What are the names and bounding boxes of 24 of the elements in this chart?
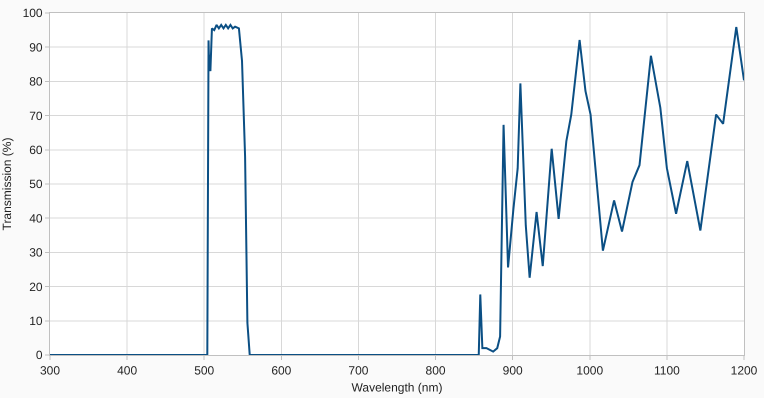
x-tick-label: 1100: [654, 363, 680, 378]
y-tick-label: 10: [29, 314, 43, 328]
x-tick-label: 1200: [730, 363, 758, 378]
x-axis-title: Wavelength (nm): [352, 380, 442, 394]
y-tick-label: 60: [29, 143, 43, 157]
y-tick-label: 40: [29, 211, 43, 226]
x-tick-label: 800: [426, 363, 446, 378]
x-tick-label: 1000: [576, 363, 604, 378]
x-tick-label: 400: [117, 363, 138, 378]
y-tick-label: 20: [29, 280, 43, 294]
y-axis-title: Transmission (%): [0, 138, 14, 230]
y-tick-label: 0: [36, 348, 43, 362]
y-tick-label: 50: [29, 177, 43, 192]
line-series: [50, 24, 744, 355]
x-tick-label: 500: [194, 363, 215, 378]
y-tick-label: 90: [29, 40, 43, 54]
y-tick-label: 100: [22, 6, 43, 20]
x-tick-label: 900: [502, 363, 523, 378]
y-tick-label: 30: [29, 246, 43, 260]
x-tick-label: 300: [40, 363, 60, 378]
x-tick-label: 700: [348, 363, 369, 378]
y-tick-label: 80: [29, 74, 43, 89]
y-tick-label: 70: [29, 108, 43, 123]
x-tick-label: 600: [271, 363, 292, 378]
